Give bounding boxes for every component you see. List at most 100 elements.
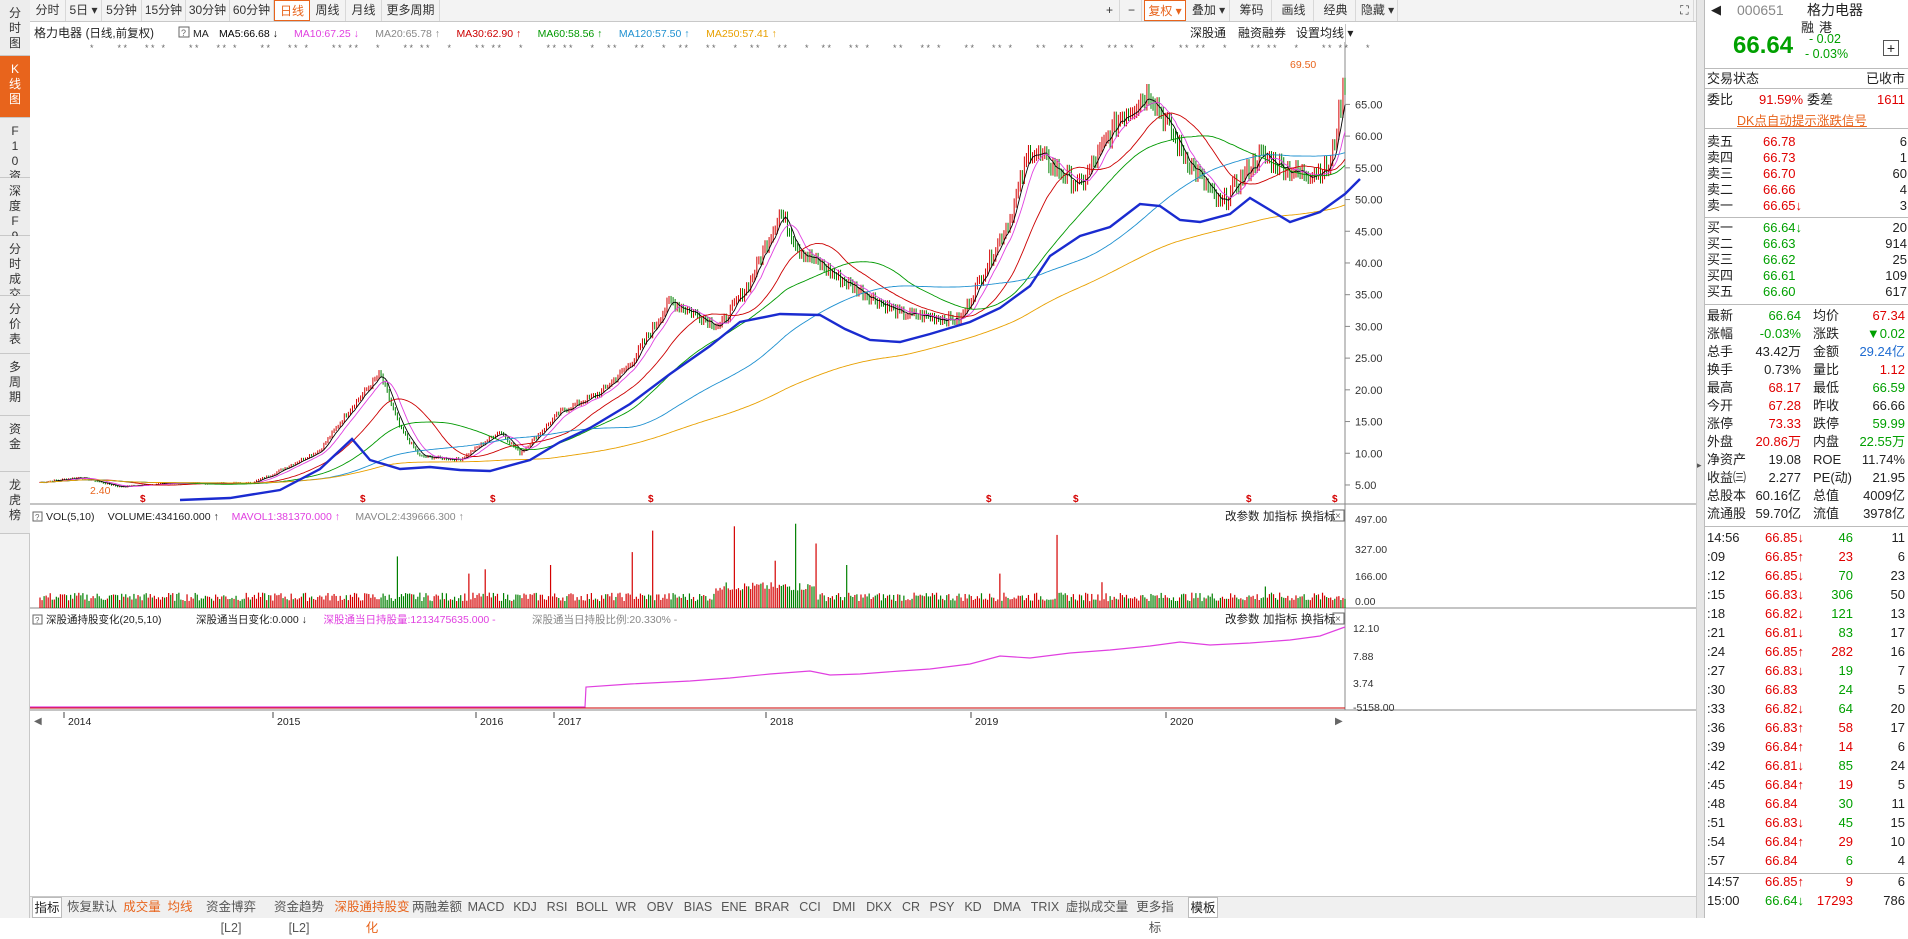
indicator-tab-25[interactable]: 虚拟成交量 bbox=[1065, 900, 1129, 914]
toolbar-right-4[interactable]: 筹码 bbox=[1232, 0, 1272, 21]
indicator-tab-22[interactable]: KD bbox=[964, 900, 982, 914]
toolbar-right-2[interactable]: 复权 ▾ bbox=[1144, 0, 1186, 21]
expand-icon[interactable]: ⛶ bbox=[1676, 0, 1694, 21]
hk-link-0[interactable]: 改参数 bbox=[1225, 612, 1260, 626]
left-tab-7[interactable]: 资金 bbox=[0, 416, 30, 472]
dividend-marker-3[interactable]: $ bbox=[648, 494, 654, 505]
dividend-marker-0[interactable]: $ bbox=[140, 494, 146, 505]
tick-vol-19: 17293 bbox=[1816, 893, 1853, 908]
chart-link-0[interactable]: 深股通 bbox=[1190, 26, 1226, 40]
svg-text:* *: * * bbox=[547, 43, 557, 53]
indicator-tab-17[interactable]: CCI bbox=[799, 900, 821, 914]
chart-link-1[interactable]: 融资融券 bbox=[1238, 25, 1286, 40]
toolbar-right-6[interactable]: 经典 bbox=[1316, 0, 1356, 21]
indicator-tab-16[interactable]: BRAR bbox=[754, 900, 790, 914]
price-pct: - 0.03% bbox=[1805, 47, 1849, 61]
stat-val-b-2: 29.24亿 bbox=[1859, 344, 1905, 359]
hk-link-1[interactable]: 加指标 bbox=[1263, 612, 1298, 626]
prev-stock-icon[interactable]: ◀ bbox=[1711, 2, 1721, 17]
toolbar-right-7[interactable]: 隐藏 ▾ bbox=[1358, 0, 1398, 21]
panel-splitter[interactable]: ▸ bbox=[1696, 0, 1704, 918]
splitter-arrow-icon[interactable]: ▸ bbox=[1697, 460, 1702, 470]
svg-text:* *: * * bbox=[635, 43, 645, 53]
period-1[interactable]: 5日 ▾ bbox=[66, 0, 102, 21]
indicator-tab-21[interactable]: PSY bbox=[929, 900, 955, 914]
scroll-left-icon[interactable]: ◀ bbox=[34, 716, 42, 727]
indicator-tab-0[interactable]: 指标 bbox=[32, 897, 62, 918]
toolbar-right-3[interactable]: 叠加 ▾ bbox=[1188, 0, 1230, 21]
dividend-marker-4[interactable]: $ bbox=[986, 494, 992, 505]
vol-close-icon[interactable]: × bbox=[1335, 511, 1341, 522]
stat-val-a-4: 68.17 bbox=[1768, 380, 1801, 395]
period-7[interactable]: 周线 bbox=[310, 0, 346, 21]
indicator-tab-15[interactable]: ENE bbox=[721, 900, 747, 914]
vol-link-2[interactable]: 换指标 bbox=[1301, 509, 1336, 523]
indicator-tab-24[interactable]: TRIX bbox=[1030, 900, 1060, 914]
left-tab-2[interactable]: F10资料 bbox=[0, 118, 30, 198]
indicator-tab-10[interactable]: RSI bbox=[546, 900, 568, 914]
sell-level-1: 卖四 bbox=[1707, 150, 1734, 165]
period-3[interactable]: 15分钟 bbox=[142, 0, 186, 21]
period-0[interactable]: 分时 bbox=[30, 0, 66, 21]
hk-link-2[interactable]: 换指标 bbox=[1301, 612, 1336, 626]
indicator-tab-23[interactable]: DMA bbox=[993, 900, 1021, 914]
period-2[interactable]: 5分钟 bbox=[102, 0, 142, 21]
dividend-marker-1[interactable]: $ bbox=[360, 494, 366, 505]
dividend-marker-2[interactable]: $ bbox=[490, 494, 496, 505]
left-tab-4[interactable]: 分时成交 bbox=[0, 236, 30, 301]
indicator-tab-26[interactable]: 更多指标 bbox=[1136, 900, 1174, 935]
svg-text:* *: * * bbox=[349, 43, 359, 53]
left-tab-3[interactable]: 深度F9 bbox=[0, 178, 30, 243]
y-tick-11: 10.00 bbox=[1355, 448, 1383, 460]
tick-vol-14: 30 bbox=[1838, 796, 1853, 811]
toolbar-right-5[interactable]: 画线 bbox=[1274, 0, 1314, 21]
indicator-tab-1[interactable]: 恢复默认 bbox=[66, 900, 117, 914]
indicator-tab-2[interactable]: 成交量 bbox=[123, 900, 161, 914]
period-8[interactable]: 月线 bbox=[346, 0, 382, 21]
indicator-tab-6[interactable]: 深股通持股变化 bbox=[334, 900, 410, 935]
tick-vol-1: 23 bbox=[1838, 549, 1853, 564]
left-tab-5[interactable]: 分价表 bbox=[0, 296, 30, 354]
indicator-tab-11[interactable]: BOLL bbox=[576, 900, 608, 914]
indicator-tab-8[interactable]: MACD bbox=[467, 900, 505, 914]
indicator-tab-9[interactable]: KDJ bbox=[513, 900, 537, 914]
period-5[interactable]: 60分钟 bbox=[230, 0, 274, 21]
buy-vol-2: 25 bbox=[1892, 252, 1907, 267]
indicator-tab-27[interactable]: 模板 bbox=[1188, 897, 1218, 918]
period-6[interactable]: 日线 bbox=[274, 0, 310, 21]
vol-link-1[interactable]: 加指标 bbox=[1263, 509, 1298, 523]
kline-chart[interactable]: 格力电器 (日线,前复权)? MA MA5:66.68 ↓ MA10:67.25 ↓ MA… bbox=[30, 22, 1696, 900]
tick-count-12: 24 bbox=[1890, 758, 1905, 773]
vol-link-0[interactable]: 改参数 bbox=[1225, 509, 1260, 523]
indicator-tab-7[interactable]: 两融差额 bbox=[412, 900, 463, 914]
ma-line-3 bbox=[39, 135, 1346, 485]
indicator-tab-5[interactable]: 资金趋势[L2] bbox=[273, 900, 324, 935]
stock-name: 格力电器 bbox=[1807, 2, 1863, 18]
dividend-marker-7[interactable]: $ bbox=[1332, 494, 1338, 505]
left-tab-8[interactable]: 龙虎榜 bbox=[0, 472, 30, 534]
toolbar-right-0[interactable]: + bbox=[1100, 0, 1120, 21]
indicator-tab-3[interactable]: 均线 bbox=[167, 900, 193, 914]
period-9[interactable]: 更多周期 ▾ bbox=[382, 0, 440, 38]
indicator-tab-4[interactable]: 资金博弈[L2] bbox=[205, 900, 256, 935]
left-tab-0[interactable]: 分时图 bbox=[0, 0, 30, 56]
dividend-marker-6[interactable]: $ bbox=[1246, 494, 1252, 505]
indicator-tab-13[interactable]: OBV bbox=[646, 900, 674, 914]
signal-link[interactable]: DK点自动提示涨跌信号 bbox=[1737, 114, 1867, 128]
hk-close-icon[interactable]: × bbox=[1335, 614, 1341, 625]
quote-row: 流通股 59.70亿 流值 3978亿 bbox=[1707, 506, 1907, 522]
indicator-tab-19[interactable]: DKX bbox=[866, 900, 892, 914]
indicator-tab-12[interactable]: WR bbox=[615, 900, 637, 914]
indicator-tab-18[interactable]: DMI bbox=[832, 900, 856, 914]
period-4[interactable]: 30分钟 bbox=[186, 0, 230, 21]
dividend-marker-5[interactable]: $ bbox=[1073, 494, 1079, 505]
left-tab-6[interactable]: 多周期 bbox=[0, 354, 30, 416]
indicator-tab-20[interactable]: CR bbox=[901, 900, 921, 914]
stat-label-b-2: 金额 bbox=[1813, 344, 1840, 359]
indicator-tab-14[interactable]: BIAS bbox=[683, 900, 713, 914]
toolbar-right-1[interactable]: − bbox=[1122, 0, 1142, 21]
scroll-right-icon[interactable]: ▶ bbox=[1335, 716, 1343, 727]
add-watchlist-icon[interactable]: + bbox=[1883, 40, 1899, 56]
chart-link-2[interactable]: 设置均线 ▾ bbox=[1296, 26, 1353, 40]
